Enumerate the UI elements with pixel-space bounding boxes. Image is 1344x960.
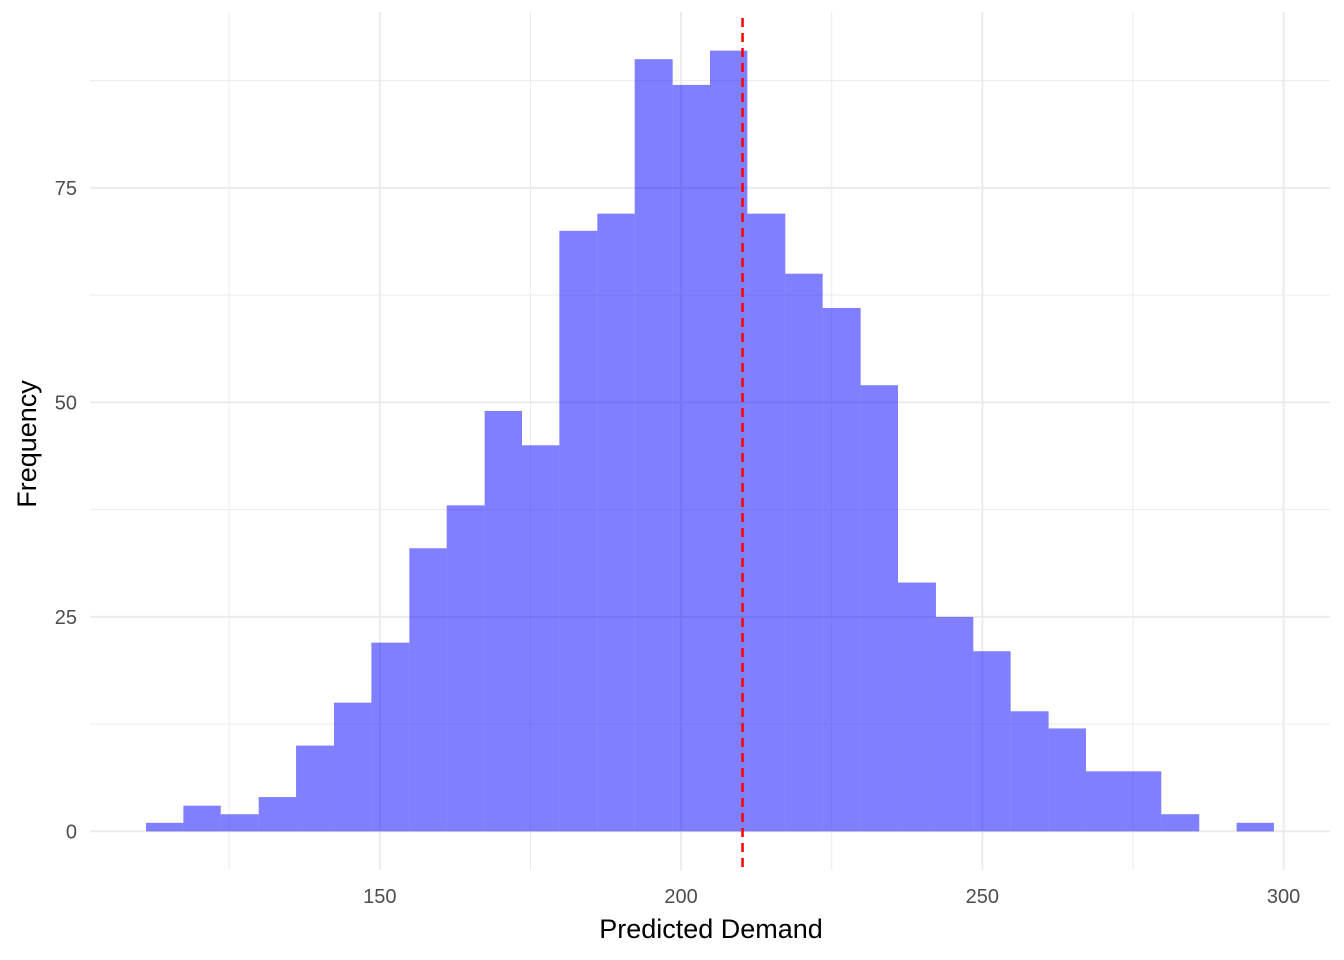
x-tick-label: 150 — [363, 886, 396, 908]
histogram-bar-5 — [334, 702, 372, 832]
histogram-bar-10 — [522, 445, 560, 832]
histogram-bar-9 — [484, 410, 523, 832]
histogram-bar-21 — [935, 616, 974, 832]
histogram-bar-20 — [897, 582, 936, 832]
histogram-bar-29 — [1236, 822, 1274, 832]
histogram-bar-15 — [710, 50, 748, 832]
histogram-bar-6 — [371, 642, 410, 832]
x-axis-tick-labels: 150 200 250 300 — [363, 886, 1300, 908]
histogram-bar-12 — [597, 213, 635, 832]
histogram-bar-24 — [1048, 728, 1086, 832]
y-tick-label: 25 — [55, 607, 77, 629]
histogram-bar-17 — [785, 273, 823, 832]
histogram-bar-11 — [559, 230, 598, 832]
histogram-bar-3 — [258, 797, 297, 832]
y-tick-label: 75 — [55, 178, 77, 200]
y-axis-tick-labels: 0 25 50 75 — [55, 178, 77, 844]
histogram-bar-18 — [822, 308, 861, 832]
histogram-bar-26 — [1123, 771, 1162, 832]
y-tick-label: 50 — [55, 392, 77, 414]
x-tick-label: 200 — [664, 886, 697, 908]
histogram-bar-19 — [860, 385, 898, 832]
y-tick-label: 0 — [66, 821, 77, 843]
histogram-bar-22 — [973, 651, 1011, 832]
histogram-bar-16 — [747, 213, 786, 832]
histogram-bar-2 — [220, 814, 259, 832]
histogram-bar-27 — [1161, 814, 1200, 832]
y-axis-title: Frequency — [12, 380, 42, 508]
histogram-bar-8 — [446, 505, 485, 832]
histogram-bar-13 — [634, 59, 673, 832]
histogram-bar-1 — [183, 805, 221, 832]
histogram-bar-23 — [1010, 711, 1049, 832]
x-axis-title: Predicted Demand — [599, 914, 823, 944]
histogram-bar-14 — [672, 84, 710, 832]
x-tick-label: 250 — [966, 886, 999, 908]
histogram-bar-25 — [1085, 771, 1124, 832]
x-tick-label: 300 — [1267, 886, 1300, 908]
histogram-bar-4 — [296, 745, 335, 832]
histogram-bar-0 — [146, 822, 184, 832]
histogram-bars — [146, 50, 1274, 832]
histogram-bar-7 — [409, 548, 447, 832]
